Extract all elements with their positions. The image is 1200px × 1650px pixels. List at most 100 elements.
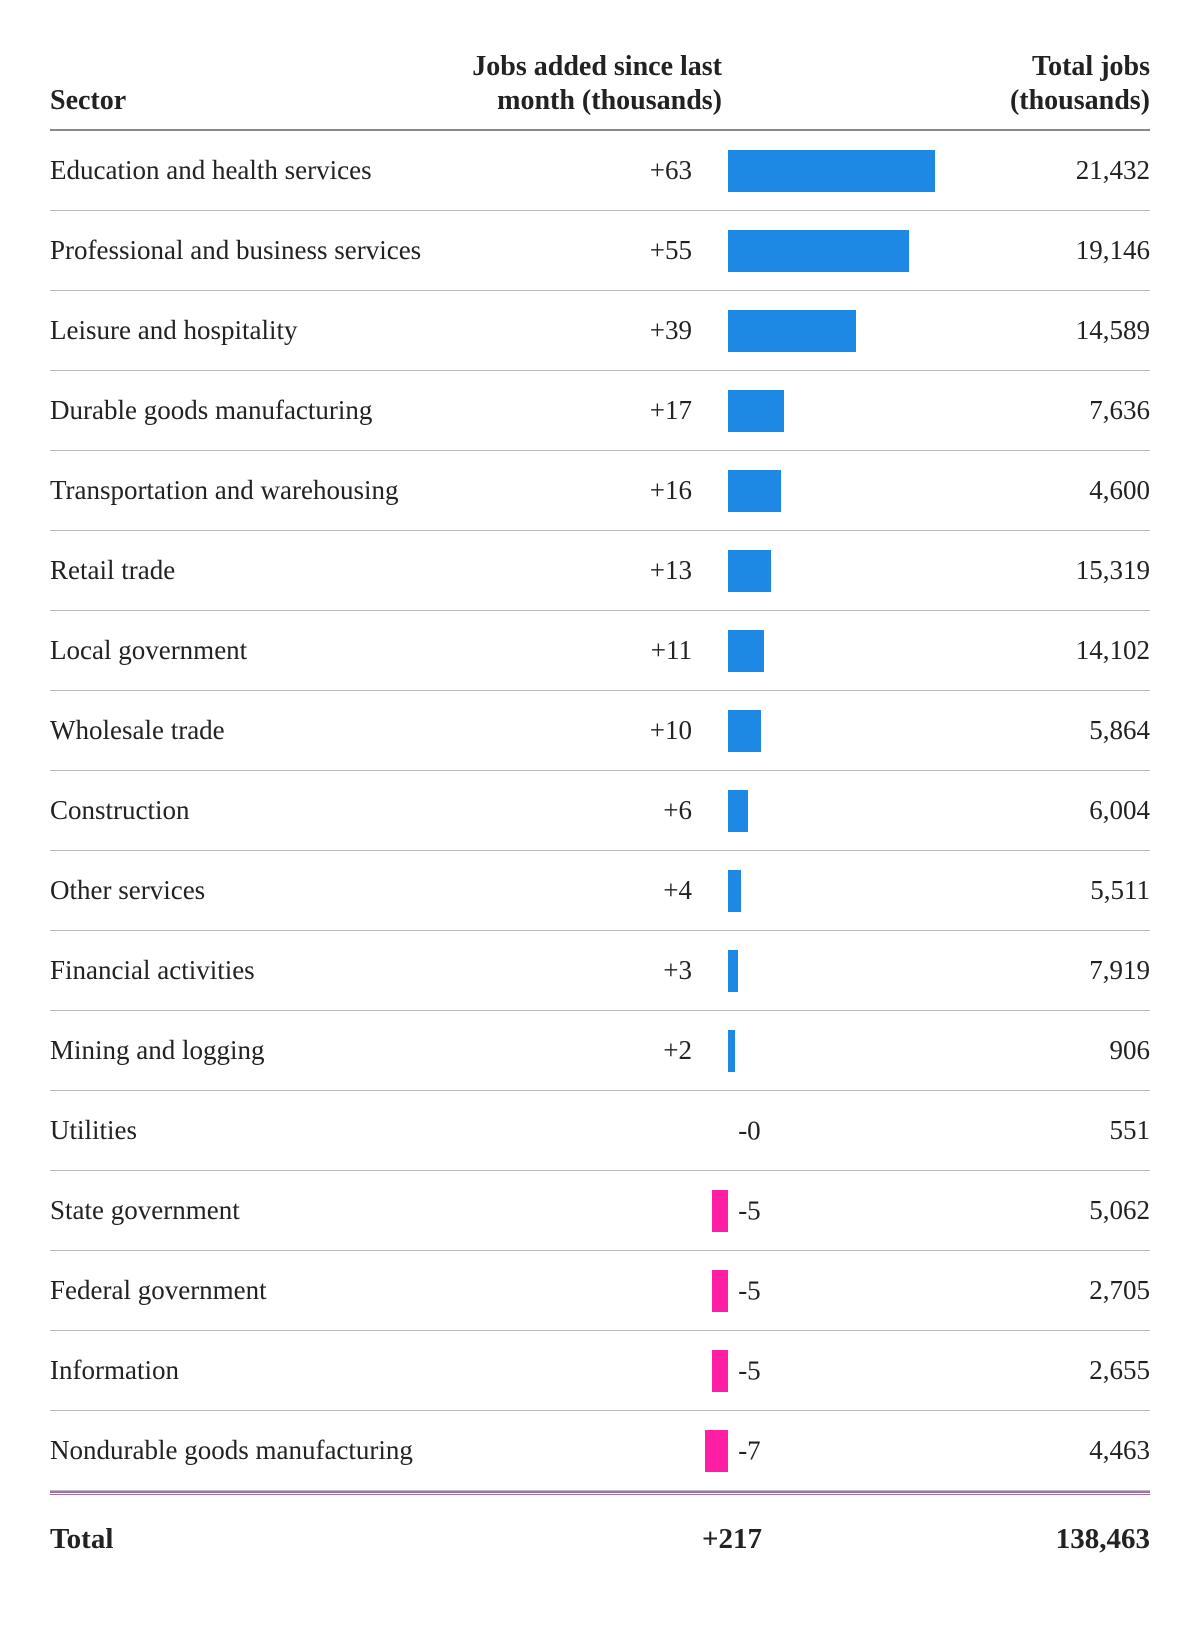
- table-row: Financial activities+3 7,919: [50, 931, 1150, 1011]
- cell-total: 5,511: [935, 875, 1150, 906]
- cell-sector: Professional and business services: [50, 235, 470, 266]
- cell-sector: Education and health services: [50, 155, 470, 186]
- table-row: Retail trade+1315,319: [50, 531, 1150, 611]
- cell-delta-neg: -7: [738, 1435, 761, 1466]
- bar-negative: [712, 1270, 728, 1312]
- cell-total: 14,589: [935, 315, 1150, 346]
- cell-sector: Other services: [50, 875, 470, 906]
- cell-bar: [700, 611, 935, 690]
- cell-total: 5,864: [935, 715, 1150, 746]
- bar-positive: [728, 710, 761, 752]
- header-sector: Sector: [50, 84, 470, 118]
- cell-sector: Retail trade: [50, 555, 470, 586]
- cell-total: 6,004: [935, 795, 1150, 826]
- cell-sector: Utilities: [50, 1115, 470, 1146]
- cell-bar: -5: [700, 1171, 935, 1250]
- cell-delta-zero: -0: [738, 1115, 761, 1146]
- bar-positive: [728, 230, 909, 272]
- table-header-row: Sector Jobs added since last month (thou…: [50, 50, 1150, 131]
- cell-total: 551: [935, 1115, 1150, 1146]
- cell-sector: Nondurable goods manufacturing: [50, 1435, 470, 1466]
- cell-sector: Mining and logging: [50, 1035, 470, 1066]
- bar-positive: [728, 550, 771, 592]
- cell-total: 2,705: [935, 1275, 1150, 1306]
- bar-positive: [728, 310, 856, 352]
- bar-positive: [728, 1030, 735, 1072]
- cell-delta: +63: [470, 155, 700, 186]
- cell-total: 15,319: [935, 555, 1150, 586]
- table-row: Transportation and warehousing+16 4,600: [50, 451, 1150, 531]
- cell-total: 4,600: [935, 475, 1150, 506]
- cell-delta: +2: [470, 1035, 700, 1066]
- table-row: State government -5 5,062: [50, 1171, 1150, 1251]
- cell-total: 21,432: [935, 155, 1150, 186]
- cell-total: 7,919: [935, 955, 1150, 986]
- cell-sector: State government: [50, 1195, 470, 1226]
- cell-bar: [700, 531, 935, 610]
- table-row: Information -52,655: [50, 1331, 1150, 1411]
- cell-delta: +17: [470, 395, 700, 426]
- cell-bar: [700, 771, 935, 850]
- cell-sector: Local government: [50, 635, 470, 666]
- cell-bar: [700, 291, 935, 370]
- cell-total: 5,062: [935, 1195, 1150, 1226]
- cell-total: 7,636: [935, 395, 1150, 426]
- bar-positive: [728, 390, 784, 432]
- cell-bar: [700, 691, 935, 770]
- cell-bar: [700, 931, 935, 1010]
- cell-sector: Wholesale trade: [50, 715, 470, 746]
- table-row: Construction+66,004: [50, 771, 1150, 851]
- cell-total: 19,146: [935, 235, 1150, 266]
- table-row: Durable goods manufacturing+17 7,636: [50, 371, 1150, 451]
- cell-bar: [700, 211, 935, 290]
- cell-bar: [700, 1011, 935, 1090]
- cell-bar: [700, 851, 935, 930]
- bar-negative: [712, 1350, 728, 1392]
- cell-sector: Financial activities: [50, 955, 470, 986]
- header-jobs-added: Jobs added since last month (thousands): [470, 50, 730, 117]
- table-row: Federal government-52,705: [50, 1251, 1150, 1331]
- table-body: Education and health services+63 21,432 Pr…: [50, 131, 1150, 1491]
- cell-sector: Leisure and hospitality: [50, 315, 470, 346]
- cell-sector: Durable goods manufacturing: [50, 395, 470, 426]
- cell-delta: +55: [470, 235, 700, 266]
- table-row: Education and health services+63 21,432: [50, 131, 1150, 211]
- table-row: Nondurable goods manufacturing -7 4,463: [50, 1411, 1150, 1491]
- cell-delta: +3: [470, 955, 700, 986]
- bar-positive: [728, 870, 741, 912]
- cell-sector: Information: [50, 1355, 470, 1386]
- cell-bar: [700, 131, 935, 210]
- cell-delta: +6: [470, 795, 700, 826]
- cell-bar: -7: [700, 1411, 935, 1490]
- table-row: Mining and logging+2 906: [50, 1011, 1150, 1091]
- bar-negative: [705, 1430, 728, 1472]
- bar-positive: [728, 950, 738, 992]
- cell-total: 2,655: [935, 1355, 1150, 1386]
- cell-total: 14,102: [935, 635, 1150, 666]
- cell-delta-neg: -5: [738, 1275, 761, 1306]
- cell-total: 4,463: [935, 1435, 1150, 1466]
- cell-bar: -5: [700, 1331, 935, 1410]
- cell-delta: +11: [470, 635, 700, 666]
- cell-delta: +4: [470, 875, 700, 906]
- table-row: Wholesale trade+105,864: [50, 691, 1150, 771]
- cell-bar: -0: [700, 1091, 935, 1170]
- bar-positive: [728, 790, 748, 832]
- jobs-table: Sector Jobs added since last month (thou…: [50, 50, 1150, 1556]
- cell-delta-neg: -5: [738, 1195, 761, 1226]
- bar-positive: [728, 630, 764, 672]
- header-total: Total jobs (thousands): [935, 50, 1150, 117]
- bar-positive: [728, 470, 781, 512]
- table-row: Local government+11 14,102: [50, 611, 1150, 691]
- total-delta: +217: [470, 1523, 770, 1556]
- cell-bar: -5: [700, 1251, 935, 1330]
- table-total-row: Total +217 138,463: [50, 1495, 1150, 1556]
- cell-bar: [700, 371, 935, 450]
- table-row: Other services+4 5,511: [50, 851, 1150, 931]
- table-row: Leisure and hospitality+3914,589: [50, 291, 1150, 371]
- table-row: Utilities -0 551: [50, 1091, 1150, 1171]
- cell-delta: +16: [470, 475, 700, 506]
- cell-sector: Transportation and warehousing: [50, 475, 470, 506]
- cell-total: 906: [935, 1035, 1150, 1066]
- total-value: 138,463: [935, 1523, 1150, 1556]
